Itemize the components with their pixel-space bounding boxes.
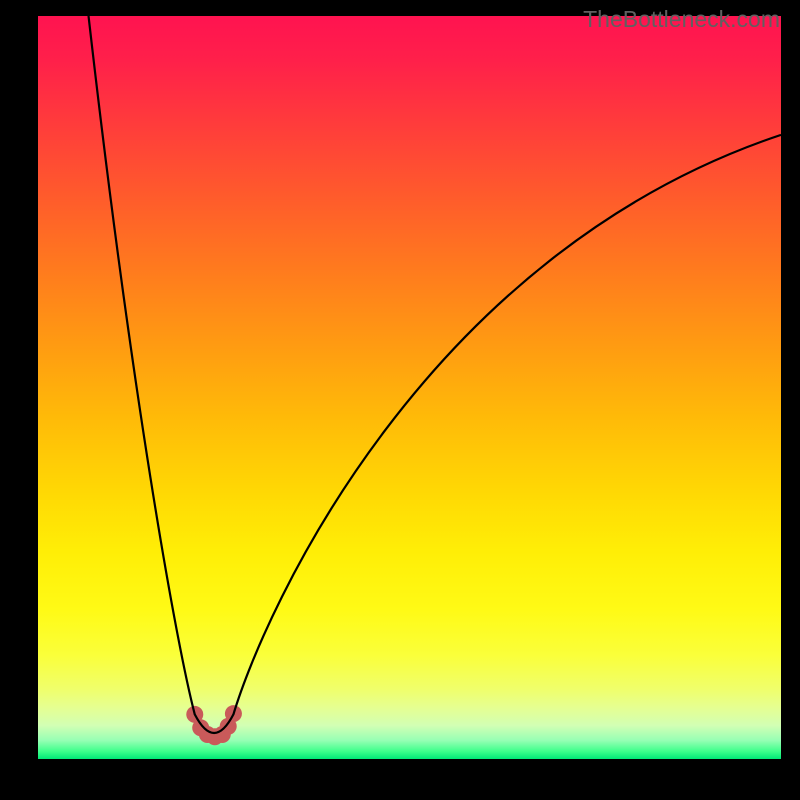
chart-svg bbox=[0, 0, 800, 800]
watermark-label: TheBottleneck.com bbox=[583, 6, 780, 33]
chart-frame: TheBottleneck.com bbox=[0, 0, 800, 800]
gradient-fill bbox=[38, 16, 781, 759]
